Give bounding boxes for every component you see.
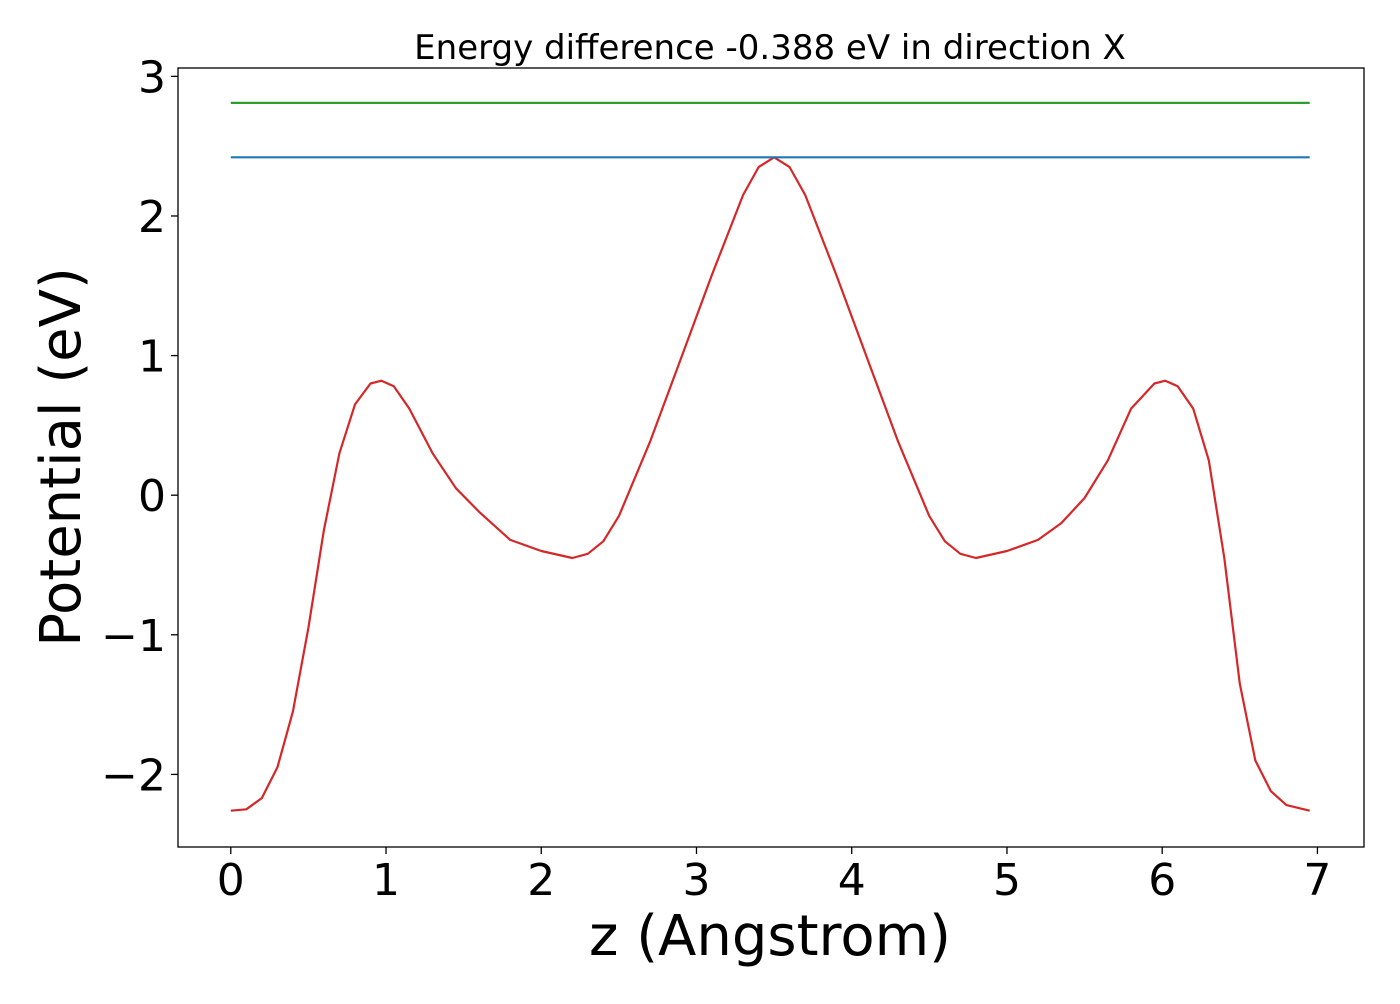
y-axis-label: Potential (eV) (29, 267, 94, 647)
x-axis-ticks: 0 1 2 3 4 5 6 7 (217, 847, 1331, 906)
y-axis-ticks: −2 −1 0 1 2 3 (101, 52, 178, 801)
x-tick-label: 3 (682, 855, 710, 906)
y-tick-label: −1 (101, 611, 166, 662)
series-layer (230, 101, 1310, 812)
x-tick-label: 0 (217, 855, 245, 906)
x-tick-label: 5 (993, 855, 1021, 906)
plot-frame (177, 67, 1365, 848)
x-tick-label: 7 (1303, 855, 1331, 906)
y-tick-label: 2 (138, 192, 166, 243)
x-axis-label: z (Angstrom) (589, 904, 951, 969)
x-tick-label: 6 (1148, 855, 1176, 906)
x-tick-label: 4 (838, 855, 866, 906)
y-tick-label: 1 (138, 332, 166, 383)
x-tick-label: 2 (527, 855, 555, 906)
y-tick-label: 3 (138, 52, 166, 103)
y-tick-label: 0 (138, 471, 166, 522)
x-tick-label: 1 (372, 855, 400, 906)
y-tick-label: −2 (101, 750, 166, 801)
series-line-0 (230, 156, 1310, 812)
chart-title: Energy difference -0.388 eV in direction… (414, 28, 1126, 68)
